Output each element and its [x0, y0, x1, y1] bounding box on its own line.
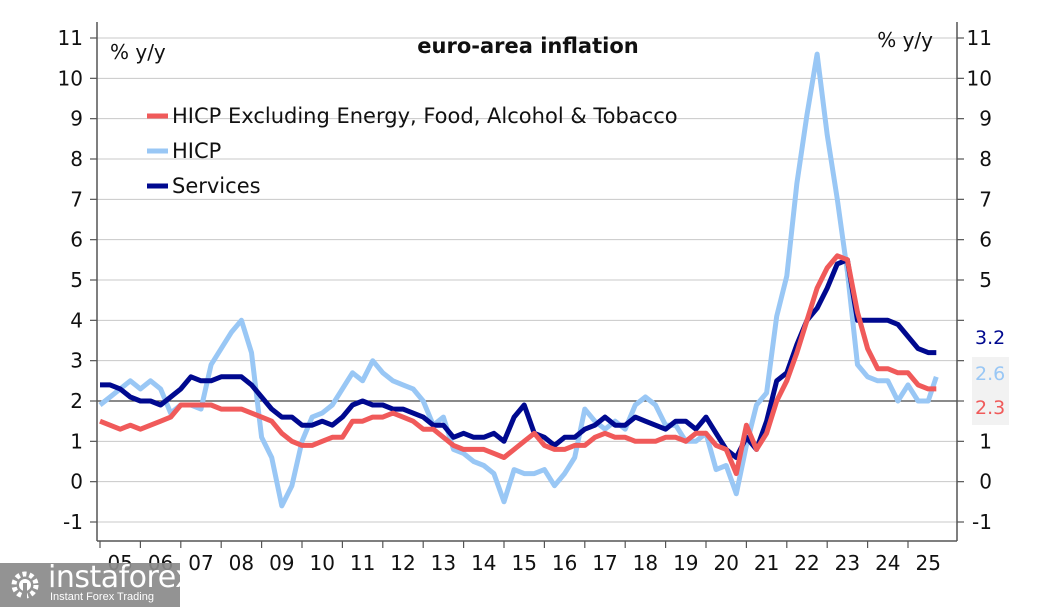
- legend-item-services: Services: [147, 174, 261, 198]
- y-tick-label-left: 4: [70, 308, 83, 332]
- right-unit-label: % y/y: [877, 28, 933, 52]
- legend-item-core: HICP Excluding Energy, Food, Alcohol & T…: [147, 104, 678, 128]
- y-tick-label-right: 1: [979, 429, 992, 453]
- watermark-brand: instaforex: [48, 560, 193, 595]
- y-tick-label-left: 0: [70, 470, 83, 494]
- legend-label-services: Services: [172, 174, 261, 198]
- x-ticks: 0506070809101112131415161718192021222324…: [99, 541, 941, 575]
- x-tick-label: 16: [552, 551, 577, 575]
- end-label-services: 3.2: [975, 327, 1005, 349]
- y-tick-label-left: 10: [58, 66, 83, 90]
- x-tick-label: 24: [875, 551, 900, 575]
- legend: HICP Excluding Energy, Food, Alcohol & T…: [147, 104, 678, 198]
- y-tick-label-left: 2: [70, 389, 83, 413]
- y-tick-label-right: 5: [979, 268, 992, 292]
- x-tick-label: 22: [794, 551, 819, 575]
- y-tick-label-left: 9: [70, 107, 83, 131]
- left-unit-label: % y/y: [110, 40, 166, 64]
- x-tick-label: 15: [511, 551, 536, 575]
- watermark-tagline: Instant Forex Trading: [50, 591, 154, 603]
- y-tick-label-left: 11: [58, 26, 83, 50]
- x-tick-label: 17: [592, 551, 617, 575]
- x-tick-label: 21: [754, 551, 779, 575]
- x-tick-label: 07: [188, 551, 213, 575]
- chart-title: euro-area inflation: [417, 34, 638, 58]
- y-tick-label-left: 1: [70, 429, 83, 453]
- y-tick-label-right: 7: [979, 187, 992, 211]
- end-label-hicp: 2.6: [975, 363, 1005, 385]
- x-tick-label: 11: [350, 551, 375, 575]
- y-tick-label-right: 8: [979, 147, 992, 171]
- y-tick-label-left: -1: [63, 510, 83, 534]
- x-tick-label: 19: [673, 551, 698, 575]
- y-tick-label-left: 7: [70, 187, 83, 211]
- x-tick-label: 08: [229, 551, 254, 575]
- series-line-core: [99, 253, 937, 477]
- end-label-core: 2.3: [975, 397, 1005, 419]
- x-tick-label: 12: [390, 551, 415, 575]
- y-tick-label-right: 11: [967, 26, 992, 50]
- y-tick-label-left: 8: [70, 147, 83, 171]
- x-tick-label: 23: [835, 551, 860, 575]
- y-tick-label-left: 6: [70, 228, 83, 252]
- x-tick-label: 13: [431, 551, 456, 575]
- y-tick-label-left: 3: [70, 349, 83, 373]
- x-tick-label: 20: [713, 551, 738, 575]
- y-tick-label-right: -1: [972, 510, 992, 534]
- y-tick-label-left: 5: [70, 268, 83, 292]
- series-lines: [98, 51, 939, 509]
- y-tick-label-right: 6: [979, 228, 992, 252]
- legend-label-hicp: HICP: [172, 139, 221, 163]
- legend-label-core: HICP Excluding Energy, Food, Alcohol & T…: [172, 104, 678, 128]
- gear-logo-icon: [11, 571, 39, 599]
- x-tick-label: 18: [633, 551, 658, 575]
- x-tick-label: 14: [471, 551, 496, 575]
- series-line-hicp: [98, 51, 939, 509]
- y-tick-label-right: 10: [967, 66, 992, 90]
- watermark-logo: instaforex Instant Forex Trading: [0, 560, 193, 607]
- end-label-box: [972, 357, 1009, 425]
- legend-item-hicp: HICP: [147, 139, 221, 163]
- series-line-services: [100, 257, 937, 460]
- x-tick-label: 10: [309, 551, 334, 575]
- y-tick-label-right: 0: [979, 470, 992, 494]
- y-tick-label-right: 9: [979, 107, 992, 131]
- x-tick-label: 25: [915, 551, 940, 575]
- x-tick-label: 09: [269, 551, 294, 575]
